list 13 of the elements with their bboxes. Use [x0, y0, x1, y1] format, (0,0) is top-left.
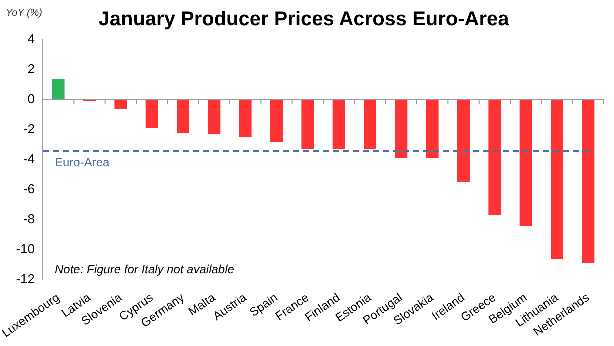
annotation: Note: Figure for Italy not available [55, 262, 235, 276]
y-tick-label: -2 [23, 122, 35, 137]
y-tick-label: -4 [23, 152, 35, 167]
chart-title: January Producer Prices Across Euro-Area [98, 8, 510, 31]
y-tick-label: 4 [28, 32, 35, 47]
y-tick-label: -12 [16, 272, 35, 287]
y-tick-label: 2 [28, 62, 35, 77]
y-tick-label: -6 [23, 182, 35, 197]
y-axis-title: YoY (%) [6, 8, 42, 19]
y-tick-label: 0 [28, 92, 35, 107]
ref-line-label: Euro-Area [55, 155, 110, 170]
y-tick-label: -8 [23, 212, 35, 227]
y-tick-label: -10 [16, 242, 35, 257]
